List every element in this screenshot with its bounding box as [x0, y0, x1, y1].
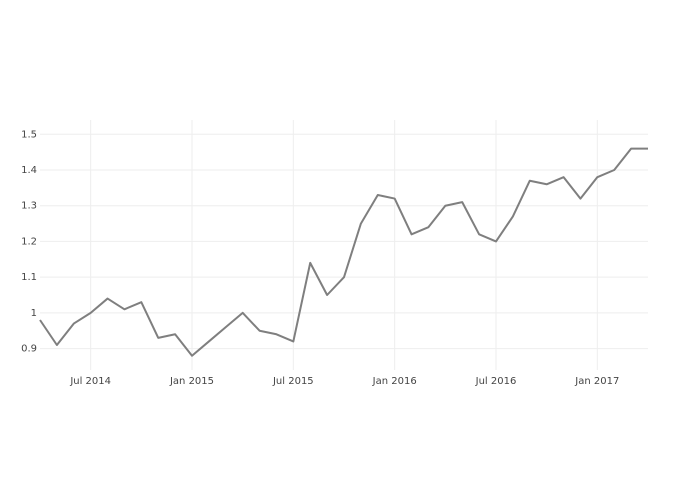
y-tick-label: 1.3 [21, 201, 37, 212]
x-tick-label: Jan 2017 [574, 376, 619, 387]
x-tick-label: Jan 2016 [372, 376, 417, 387]
y-tick-label: 1.4 [21, 165, 37, 176]
y-tick-label: 1 [31, 308, 37, 319]
y-tick-label: 1.2 [21, 236, 37, 247]
y-tick-label: 0.9 [21, 344, 37, 355]
x-tick-label: Jul 2016 [475, 376, 517, 387]
y-tick-label: 1.1 [21, 272, 37, 283]
x-tick-label: Jan 2015 [169, 376, 214, 387]
y-tick-label: 1.5 [21, 129, 37, 140]
x-tick-label: Jul 2014 [69, 376, 111, 387]
data-line [39, 147, 648, 357]
x-tick-label: Jul 2015 [272, 376, 314, 387]
